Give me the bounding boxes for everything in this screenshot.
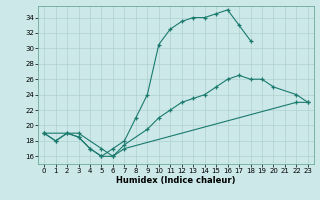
- X-axis label: Humidex (Indice chaleur): Humidex (Indice chaleur): [116, 176, 236, 185]
